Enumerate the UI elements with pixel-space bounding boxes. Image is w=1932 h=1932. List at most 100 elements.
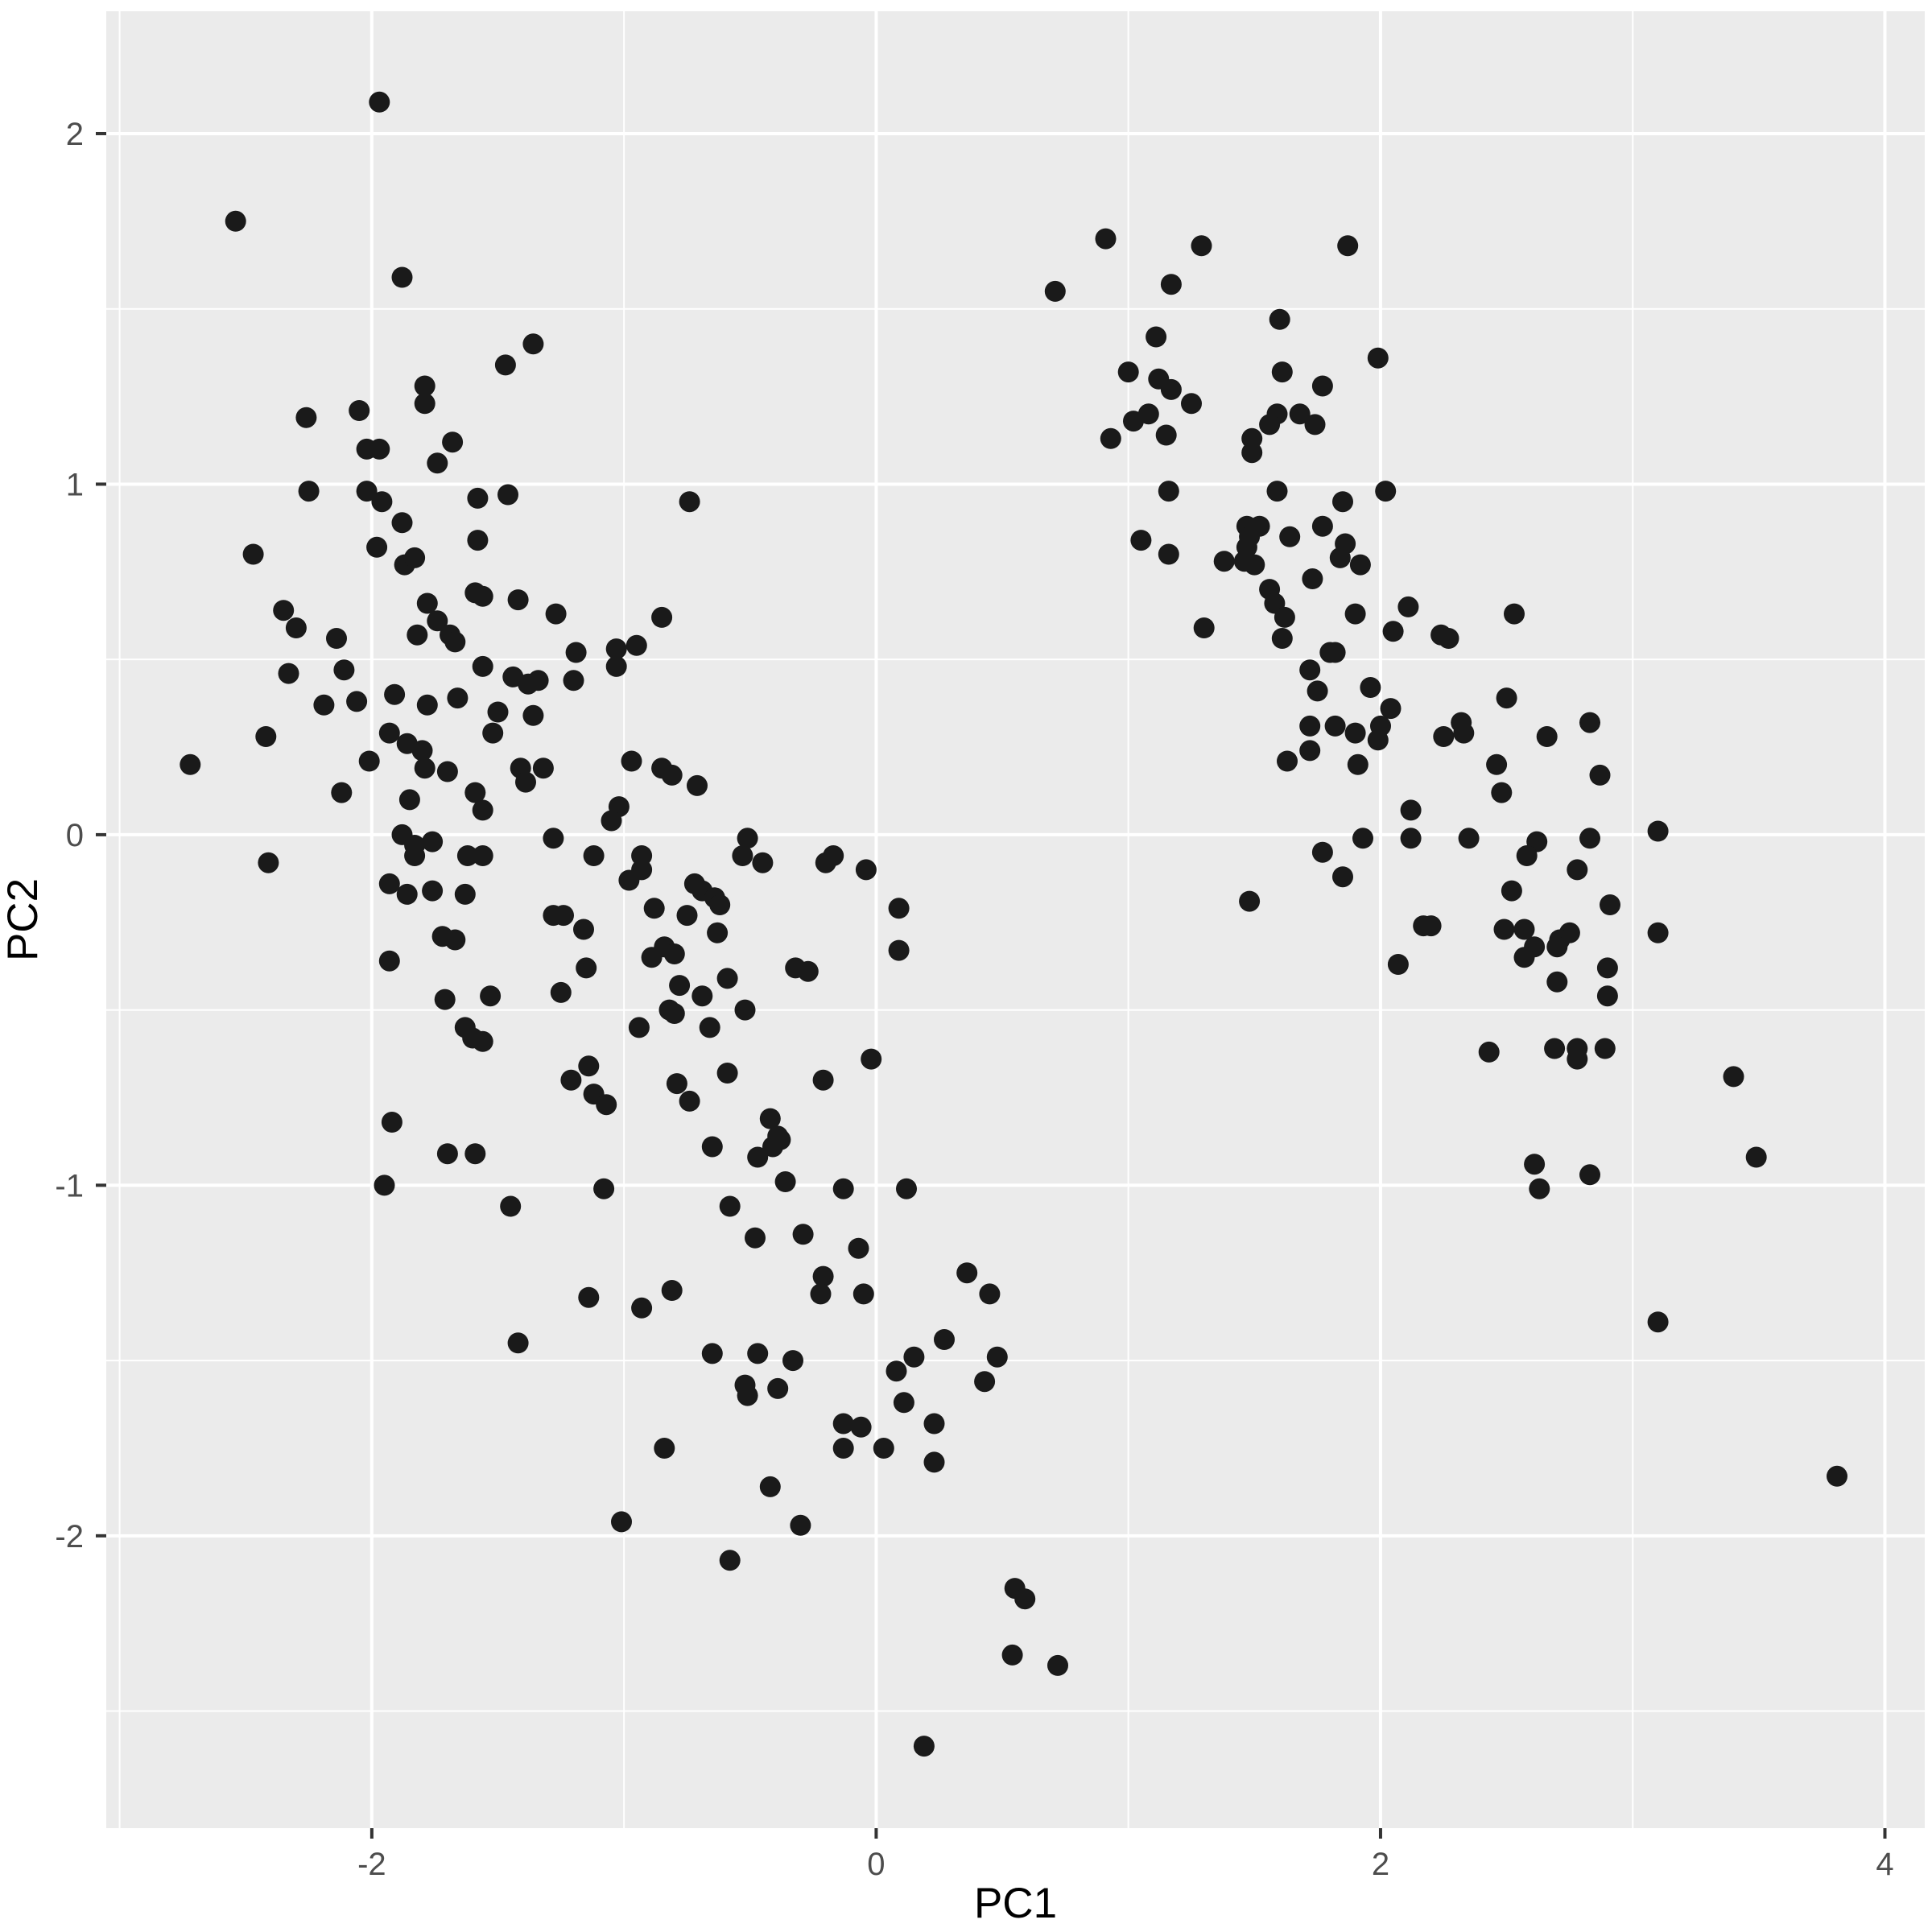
data-point [494, 354, 516, 376]
data-point [596, 1094, 617, 1116]
data-point [923, 1413, 945, 1435]
data-point [1367, 347, 1389, 369]
data-point [605, 638, 627, 660]
data-point [378, 722, 400, 744]
data-point [832, 1413, 854, 1435]
x-tick-label: 2 [1372, 1847, 1389, 1882]
data-point [986, 1346, 1008, 1368]
data-point [404, 845, 426, 866]
data-point [1723, 1066, 1744, 1088]
data-point [625, 634, 647, 656]
data-point [522, 704, 544, 726]
data-point [759, 1476, 781, 1497]
data-point [578, 1286, 600, 1308]
data-point [707, 922, 729, 943]
data-point [1420, 915, 1442, 937]
data-point [1600, 894, 1620, 915]
data-point [1516, 845, 1538, 866]
data-point [1044, 280, 1066, 302]
y-tick-label: 2 [66, 117, 84, 152]
data-point [407, 624, 428, 646]
data-point [434, 989, 456, 1010]
data-point [1594, 1038, 1616, 1059]
data-point [832, 1178, 854, 1199]
data-point [1095, 228, 1117, 250]
data-point [576, 957, 597, 979]
data-point [396, 883, 418, 905]
data-point [1496, 687, 1517, 709]
data-point [1137, 403, 1159, 425]
data-point [913, 1736, 935, 1757]
data-point [759, 1108, 781, 1129]
data-point [792, 1224, 814, 1245]
data-point [411, 740, 433, 762]
data-point [497, 484, 518, 506]
data-point [1304, 414, 1326, 436]
data-point [812, 1069, 834, 1091]
y-axis-title: PC2 [0, 878, 47, 961]
data-point [427, 452, 448, 474]
data-point [663, 943, 685, 964]
data-point [1536, 726, 1558, 747]
data-point [472, 585, 493, 607]
data-point [593, 1178, 615, 1199]
data-point [1524, 1154, 1546, 1175]
data-point [349, 400, 370, 421]
y-tick-label: -1 [55, 1168, 84, 1203]
data-point [1544, 1038, 1566, 1059]
data-point [1191, 235, 1212, 257]
data-point [747, 1343, 769, 1364]
data-point [737, 1385, 758, 1406]
data-point [404, 547, 426, 568]
data-point [378, 950, 400, 972]
data-point [225, 210, 246, 232]
data-point [631, 1297, 653, 1319]
data-point [812, 1265, 834, 1287]
data-point [855, 859, 877, 881]
data-point [1546, 936, 1568, 958]
data-point [611, 1511, 632, 1533]
x-tick-label: -2 [357, 1847, 386, 1882]
data-point [701, 1343, 723, 1364]
x-tick-label: 4 [1876, 1847, 1893, 1882]
data-point [886, 1360, 907, 1382]
data-point [1529, 1178, 1550, 1199]
data-point [1400, 799, 1422, 821]
data-point [1277, 750, 1298, 772]
data-point [888, 939, 910, 961]
data-point [1158, 481, 1179, 502]
data-point [422, 880, 444, 902]
data-point [628, 1017, 650, 1038]
y-tick-label: 0 [66, 818, 84, 853]
data-point [1501, 880, 1522, 902]
data-point [1397, 596, 1419, 617]
data-point [1504, 603, 1525, 625]
data-point [464, 782, 486, 803]
data-point [687, 774, 708, 796]
data-point [651, 606, 673, 628]
data-point [643, 898, 665, 919]
data-point [661, 1280, 683, 1301]
data-point [454, 883, 476, 905]
data-point [427, 610, 448, 632]
data-point [1047, 1654, 1068, 1676]
data-point [1596, 957, 1618, 979]
data-point [416, 592, 438, 614]
data-point [709, 894, 731, 915]
data-point [679, 491, 700, 513]
data-point [1266, 481, 1288, 502]
data-point [1239, 890, 1261, 912]
data-point [716, 968, 738, 989]
data-point [1160, 378, 1182, 400]
data-point [1745, 1146, 1767, 1168]
data-point [444, 929, 466, 951]
data-point [371, 491, 393, 513]
data-point [850, 1416, 872, 1438]
data-point [621, 750, 642, 772]
data-point [422, 831, 444, 852]
data-point [810, 1283, 832, 1305]
data-point [1213, 551, 1235, 572]
data-point [326, 628, 347, 649]
data-point [436, 761, 458, 782]
data-point [472, 655, 493, 677]
